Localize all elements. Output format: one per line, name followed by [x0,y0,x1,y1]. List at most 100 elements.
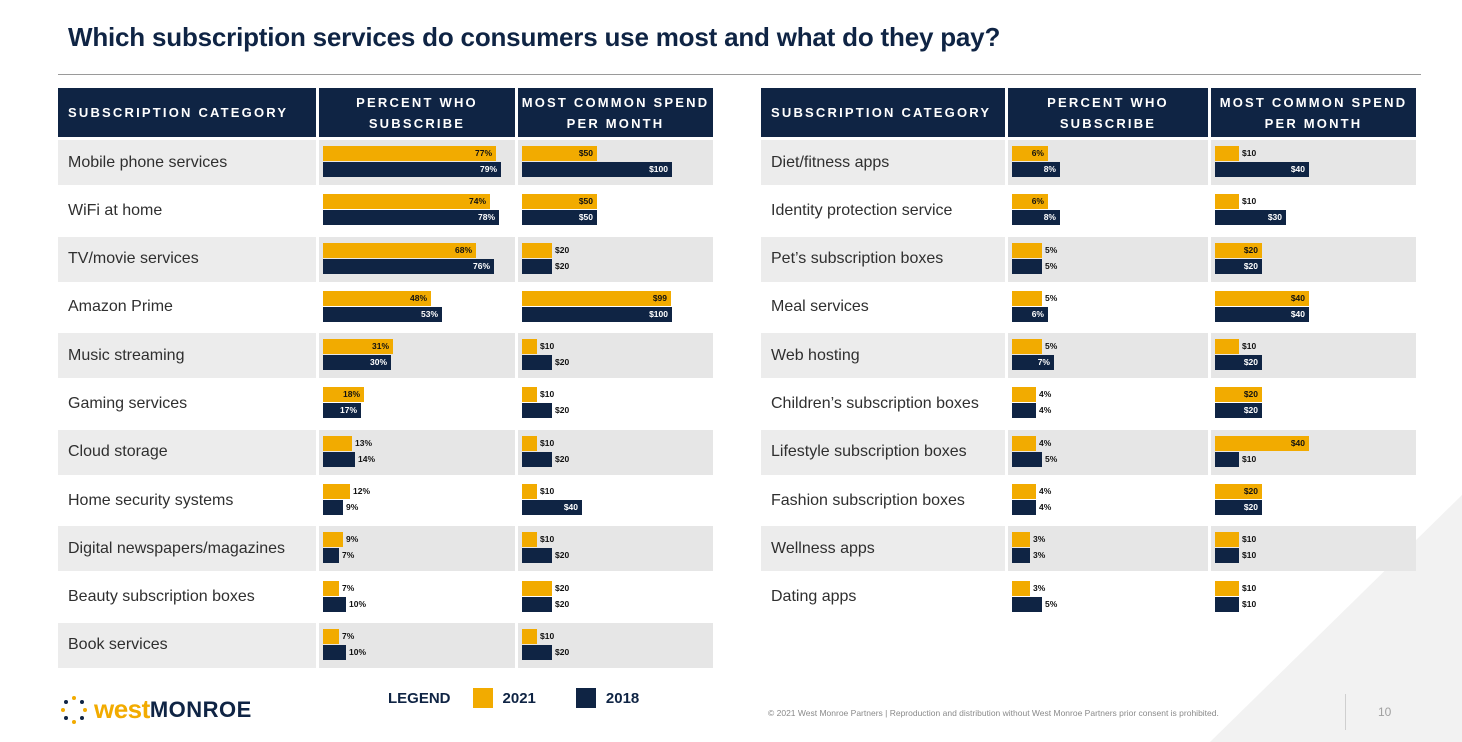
header-spend: MOST COMMON SPEND PER MONTH [515,88,713,137]
right-table: SUBSCRIPTION CATEGORY PERCENT WHO SUBSCR… [761,88,1416,623]
percent-cell: 9% 7% [316,526,515,572]
spend-bar-2018: $100 [522,162,672,177]
spend-bar-2018: $10 [1215,451,1256,467]
table-row: Children’s subscription boxes 4% 4% $20 $20 [761,381,1416,427]
spend-cell: $10 $40 [1208,140,1416,185]
header-category: SUBSCRIPTION CATEGORY [58,88,316,137]
spend-cell: $10 $20 [515,622,713,668]
spend-value-label: $20 [555,550,570,561]
category-label: Book services [68,636,168,654]
percent-value-label: 4% [1039,437,1052,448]
spend-value-label: $10 [1242,453,1257,464]
percent-cell: 4% 5% [1005,429,1208,475]
percent-cell: 7% 10% [316,622,515,668]
spend-bar-2018: $10 [1215,548,1256,564]
percent-cell: 7% 10% [316,574,515,620]
spend-bar-2021: $10 [1215,532,1256,548]
spend-bar-2021: $10 [1215,194,1256,210]
spend-cell: $10 $40 [515,478,713,524]
percent-bar-2018: 8% [1012,162,1060,177]
table-row: Lifestyle subscription boxes 4% 5% $40 $10 [761,429,1416,475]
spend-bar-2018: $20 [522,548,569,564]
spend-bar-2021: $50 [522,146,597,161]
spend-bar-2018: $30 [1215,210,1286,226]
percent-bar-2021: 3% [1012,532,1045,548]
spend-value-label: $10 [1242,534,1257,545]
table-row: Gaming services 18% 17% $10 $20 [58,381,713,427]
percent-bar-2021: 48% [323,290,431,306]
spend-bar-2021: $20 [522,580,569,596]
percent-value-label: 7% [342,630,355,641]
category-label: Identity protection service [771,201,953,219]
percent-value-label: 7% [342,550,355,561]
percent-bar-2021: 68% [323,242,476,258]
percent-value-label: 10% [349,646,367,657]
category-label: Dating apps [771,588,857,606]
percent-cell: 3% 5% [1005,574,1208,620]
spend-cell: $20 $20 [1208,478,1416,524]
percent-bar-2021: 7% [323,580,354,596]
spend-value-label: $40 [1290,437,1305,448]
spend-value-label: $10 [1242,550,1257,561]
percent-cell: 68% 76% [316,236,515,282]
table-row: Book services 7% 10% $10 $20 [58,622,713,668]
percent-cell: 18% 17% [316,381,515,427]
spend-bar-2018: $20 [522,258,569,274]
percent-bar-2021: 5% [1012,339,1057,355]
percent-value-label: 5% [1045,453,1058,464]
spend-bar-2018: $100 [522,306,672,322]
percent-value-label: 8% [1043,164,1056,174]
page-title: Which subscription services do consumers… [68,22,1001,52]
category-label: Lifestyle subscription boxes [771,443,967,461]
percent-value-label: 6% [1031,148,1044,158]
category-label: WiFi at home [68,201,163,219]
left-table-body: Mobile phone services 77% 79% $50 $100 WiFi a… [58,140,713,668]
spend-value-label: $10 [540,341,555,352]
spend-cell: $10 $20 [515,429,713,475]
category-label: Fashion subscription boxes [771,491,965,509]
category-label: TV/movie services [68,250,199,268]
percent-bar-2021: 4% [1012,484,1051,500]
legend-swatch-2021 [472,688,493,708]
spend-value-label: $20 [1243,486,1258,497]
table-row: Digital newspapers/magazines 9% 7% $10 $20 [58,526,713,572]
percent-bar-2021: 5% [1012,290,1057,306]
percent-value-label: 78% [477,212,495,223]
spend-bar-2018: $50 [522,210,597,226]
percent-value-label: 7% [342,582,355,593]
spend-value-label: $50 [578,196,593,207]
right-table-body: Diet/fitness apps 6% 8% $10 $40 Identity prot… [761,140,1416,620]
percent-value-label: 4% [1039,389,1052,400]
percent-cell: 5% 5% [1005,236,1208,282]
header-percent: PERCENT WHO SUBSCRIBE [316,88,515,137]
percent-bar-2018: 9% [323,500,358,516]
spend-bar-2018: $20 [522,355,569,371]
legend-swatch-2018 [575,688,596,708]
copyright-footer: © 2021 West Monroe Partners | Reproducti… [768,708,1219,718]
table-row: Diet/fitness apps 6% 8% $10 $40 [761,140,1416,185]
spend-bar-2021: $20 [1215,387,1262,403]
spend-bar-2021: $10 [522,387,554,403]
spend-bar-2021: $10 [1215,146,1256,161]
percent-value-label: 53% [420,308,438,319]
spend-bar-2021: $10 [1215,339,1256,355]
spend-cell: $99 $100 [515,284,713,330]
spend-value-label: $20 [1243,357,1258,368]
spend-bar-2018: $20 [522,403,569,419]
spend-value-label: $10 [1242,598,1257,609]
spend-value-label: $20 [555,453,570,464]
spend-bar-2021: $99 [522,290,671,306]
category-label: Amazon Prime [68,298,173,316]
table-row: Home security systems 12% 9% $10 $40 [58,478,713,524]
spend-bar-2021: $20 [522,242,569,258]
spend-cell: $10 $10 [1208,574,1416,620]
logo-west-text: west [94,694,150,724]
spend-value-label: $10 [1242,341,1257,352]
table-row: Meal services 5% 6% $40 $40 [761,284,1416,330]
header-category: SUBSCRIPTION CATEGORY [761,88,1005,137]
table-row: Amazon Prime 48% 53% $99 $100 [58,284,713,330]
spend-value-label: $40 [563,502,578,513]
spend-cell: $40 $40 [1208,284,1416,330]
percent-value-label: 4% [1039,502,1052,513]
percent-value-label: 5% [1045,260,1058,271]
